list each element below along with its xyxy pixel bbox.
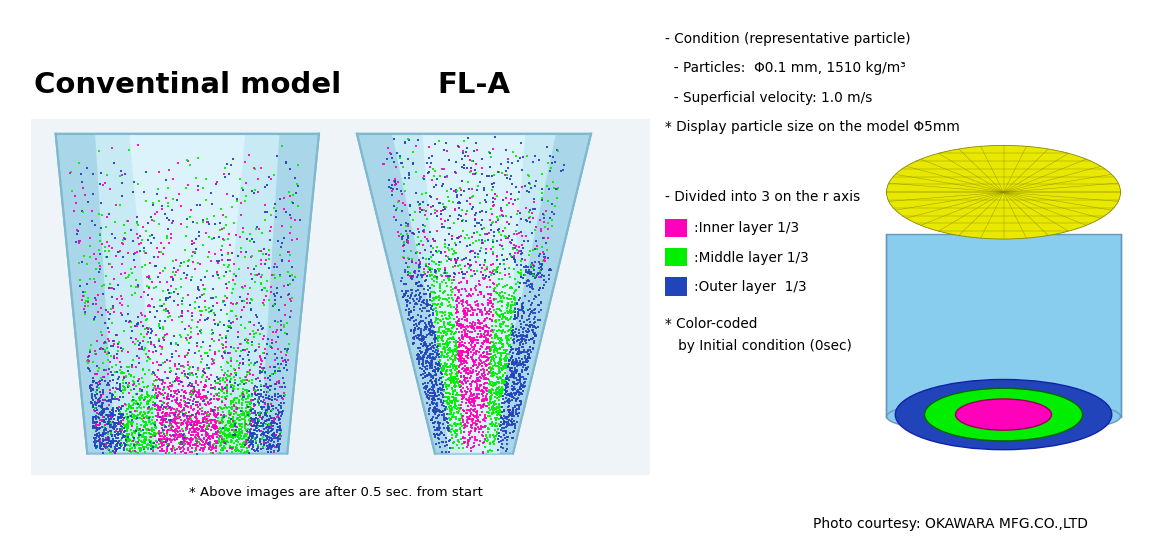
Bar — [665, 248, 687, 267]
Polygon shape — [55, 134, 115, 454]
Text: FL-A: FL-A — [437, 71, 510, 99]
Polygon shape — [55, 134, 319, 454]
Ellipse shape — [956, 399, 1051, 430]
Ellipse shape — [886, 399, 1121, 434]
Text: - Particles:  Φ0.1 mm, 1510 kg/m³: - Particles: Φ0.1 mm, 1510 kg/m³ — [665, 62, 906, 76]
Text: - Superficial velocity: 1.0 m/s: - Superficial velocity: 1.0 m/s — [665, 91, 872, 105]
Text: - Condition (representative particle): - Condition (representative particle) — [665, 32, 911, 46]
Ellipse shape — [896, 380, 1111, 450]
Polygon shape — [357, 134, 591, 454]
Text: - Divided into 3 on the r axis: - Divided into 3 on the r axis — [665, 190, 861, 204]
Text: Conventinal model: Conventinal model — [33, 71, 340, 99]
Bar — [665, 277, 687, 296]
Polygon shape — [488, 134, 591, 454]
Text: * Color-coded: * Color-coded — [665, 317, 757, 331]
Text: :Outer layer  1/3: :Outer layer 1/3 — [695, 280, 807, 294]
Text: :Middle layer 1/3: :Middle layer 1/3 — [695, 250, 809, 264]
Ellipse shape — [924, 388, 1082, 441]
Text: * Display particle size on the model Φ5mm: * Display particle size on the model Φ5m… — [665, 120, 960, 134]
Bar — [665, 218, 687, 237]
Polygon shape — [260, 134, 319, 454]
Polygon shape — [886, 234, 1121, 417]
Text: * Above images are after 0.5 sec. from start: * Above images are after 0.5 sec. from s… — [188, 486, 482, 499]
Polygon shape — [357, 134, 459, 454]
Ellipse shape — [886, 146, 1121, 239]
Polygon shape — [129, 134, 245, 454]
Text: :Inner layer 1/3: :Inner layer 1/3 — [695, 221, 800, 235]
Text: by Initial condition (0sec): by Initial condition (0sec) — [665, 339, 852, 353]
Text: Photo courtesy: OKAWARA MFG.CO.,LTD: Photo courtesy: OKAWARA MFG.CO.,LTD — [814, 517, 1088, 531]
Polygon shape — [422, 134, 525, 454]
Bar — [31, 119, 651, 475]
